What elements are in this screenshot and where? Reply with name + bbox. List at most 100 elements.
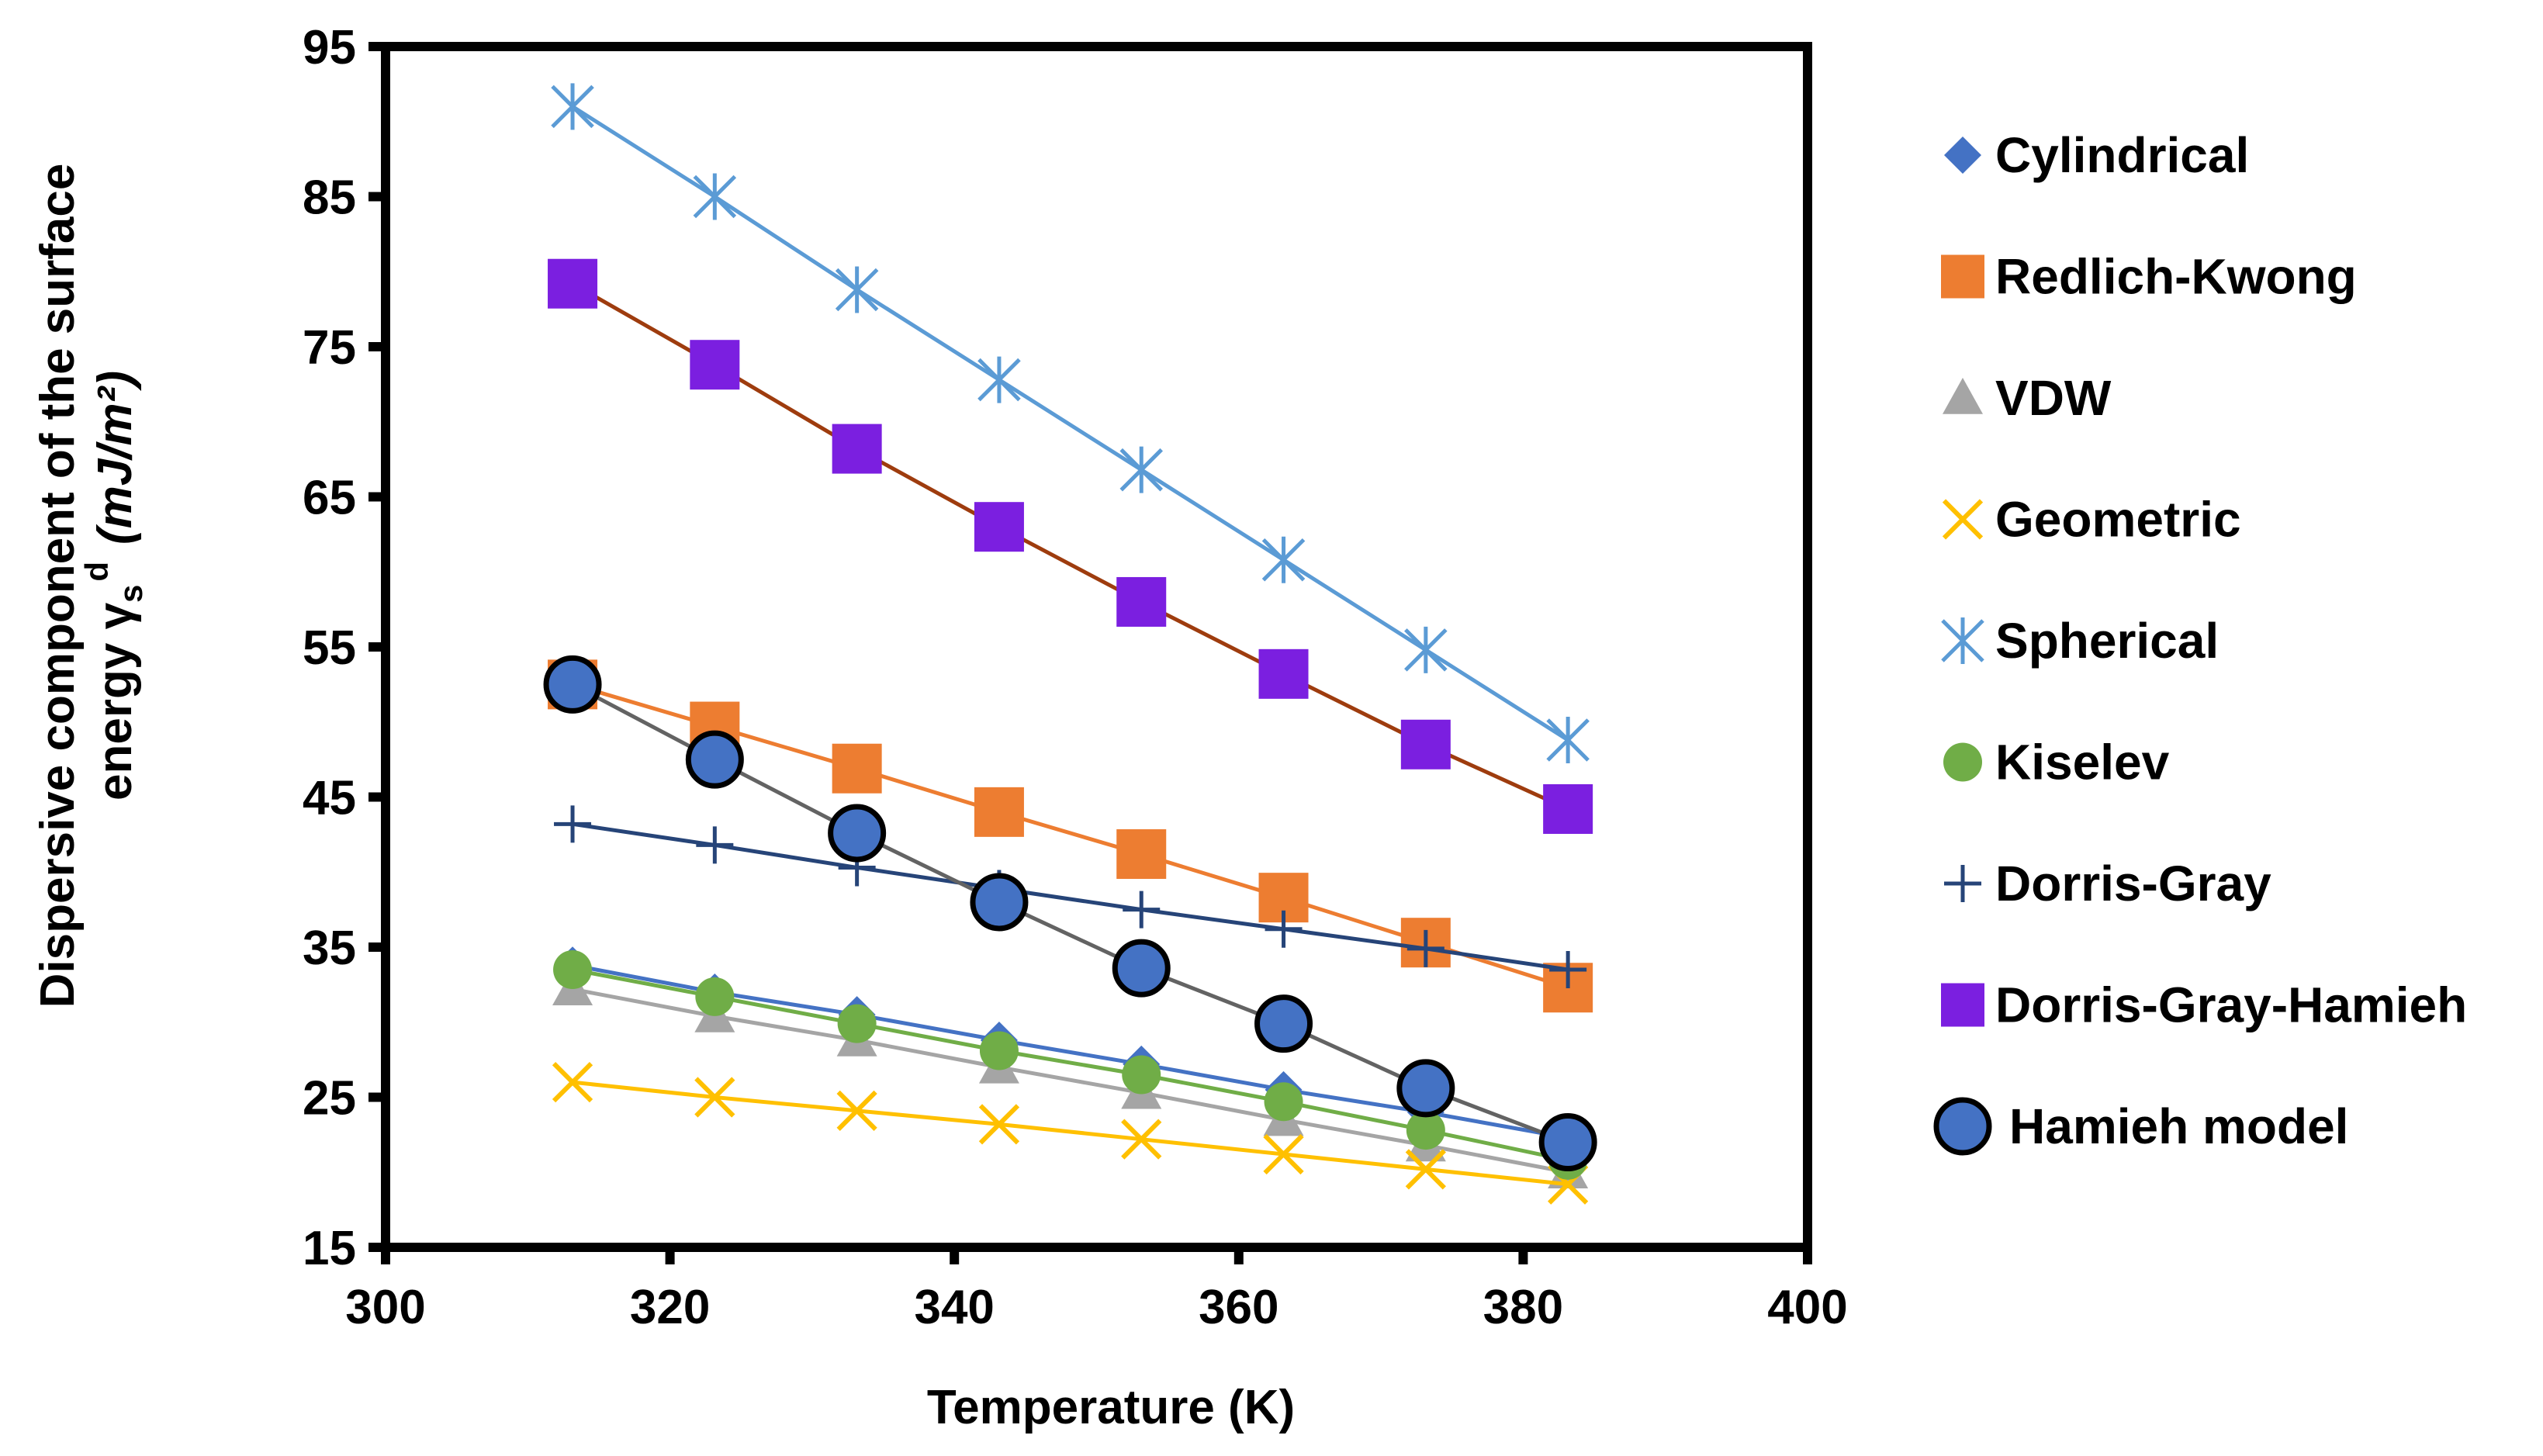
data-point [978,1104,1020,1145]
data-point [554,805,592,843]
data-point [1396,1059,1455,1118]
data-point [1546,716,1590,763]
legend-marker [1944,137,1981,174]
legend-marker [1941,617,1984,664]
legend-label: Cylindrical [1995,127,2249,183]
y-axis-title: Dispersive component of the surface ener… [31,164,149,1008]
data-point [551,83,594,130]
y-tick-label: 65 [303,472,356,525]
y-axis-title-line2: energy γsd(mJ/m²) [78,371,149,801]
legend-item: VDW [1943,370,2112,426]
data-point [974,787,1024,837]
data-point [1406,1111,1445,1150]
data-point [690,340,740,390]
data-point [553,950,593,990]
legend-label: Redlich-Kwong [1995,249,2357,305]
legend-marker [1942,499,1984,540]
data-point [685,730,744,789]
legend-label: Spherical [1995,613,2219,669]
series-line [572,963,1569,1140]
data-point [1116,576,1167,627]
series-spherical [551,83,1590,763]
legend-marker [1933,1097,1992,1156]
data-point [548,258,598,309]
legend-marker [1943,378,1983,414]
data-point [693,173,737,220]
data-point [1254,994,1313,1053]
y-tick-label: 75 [303,321,356,375]
data-point [1123,891,1161,929]
legend-label: Kiselev [1995,735,2170,790]
legend-item: Redlich-Kwong [1941,249,2357,305]
y-tick-label: 25 [303,1072,356,1126]
data-point [543,655,602,714]
y-tick-label: 45 [303,772,356,825]
series-line [572,1080,1569,1187]
y-tick-label: 85 [303,171,356,225]
y-tick-label: 95 [303,21,356,74]
x-tick-label: 340 [914,1281,994,1334]
data-point [835,266,879,313]
data-point [696,826,734,864]
legend-item: Dorris-Gray-Hamieh [1941,977,2467,1033]
data-point [836,1090,877,1132]
series-line [572,967,1569,1163]
legend-label: Geometric [1995,492,2241,548]
data-point [1400,719,1451,770]
x-axis-title: Temperature (K) [927,1381,1295,1434]
legend-item: Dorris-Gray [1944,856,2271,911]
legend-item: Hamieh model [1933,1097,2348,1156]
legend-label: Hamieh model [2009,1098,2348,1154]
data-point [1112,939,1171,998]
series-dorris-gray-hamieh [548,258,1593,834]
data-point [1543,783,1593,834]
data-point [1538,1113,1597,1172]
data-point [1404,626,1448,673]
data-point [1265,910,1303,948]
data-point [1263,1133,1304,1175]
data-point [837,1004,877,1043]
series-redlich-kwong [548,659,1593,1013]
x-tick-label: 400 [1767,1281,1847,1334]
legend-item: Kiselev [1943,735,2170,790]
data-point [1549,951,1587,989]
data-point [1258,648,1309,699]
x-tick-label: 320 [630,1281,710,1334]
data-point [974,502,1024,552]
series-hamieh-model [543,655,1597,1172]
legend-marker [1943,742,1982,782]
legend: Cylindrical Redlich-Kwong VDW Geometric Sphe… [1933,127,2467,1156]
data-point [832,743,882,794]
data-point [1121,1119,1162,1160]
data-point [1264,1082,1303,1122]
data-point [979,1031,1019,1070]
legend-item: Cylindrical [1944,127,2249,183]
data-point [832,424,882,474]
data-point [694,1077,735,1118]
series-line [571,105,1569,742]
data-point [970,873,1029,932]
legend-label: Dorris-Gray-Hamieh [1995,977,2467,1033]
data-point [1119,446,1164,493]
data-point [977,356,1021,403]
legend-label: Dorris-Gray [1995,856,2271,911]
data-point [828,804,887,863]
series-line [572,987,1569,1174]
legend-item: Geometric [1942,492,2241,548]
legend-marker [1941,254,1984,299]
legend-label: VDW [1995,370,2112,426]
legend-item: Spherical [1941,613,2219,669]
x-tick-label: 380 [1483,1281,1563,1334]
x-tick-label: 360 [1199,1281,1278,1334]
data-point [1261,536,1306,583]
legend-marker [1944,865,1981,902]
legend-marker [1941,983,1984,1027]
data-point [1405,1149,1446,1190]
data-point [1406,929,1444,967]
y-tick-label: 15 [303,1222,356,1275]
x-tick-label: 300 [345,1281,425,1334]
series-line [572,821,1569,972]
data-point [1116,829,1167,880]
data-point [1122,1055,1161,1095]
